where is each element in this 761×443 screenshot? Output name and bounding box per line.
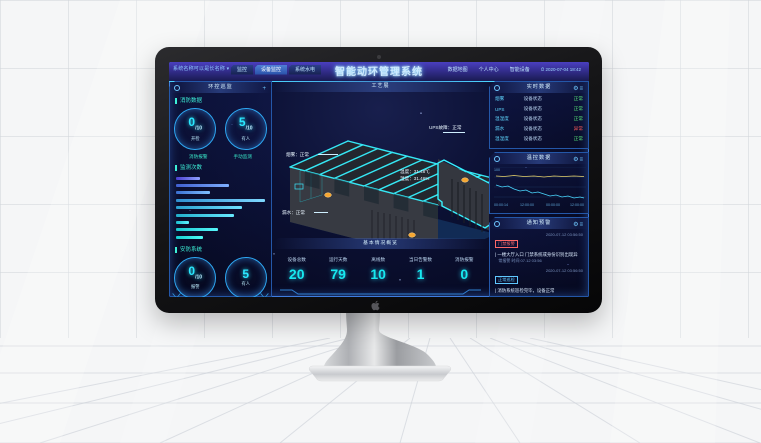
svg-text:100: 100 <box>494 168 500 172</box>
